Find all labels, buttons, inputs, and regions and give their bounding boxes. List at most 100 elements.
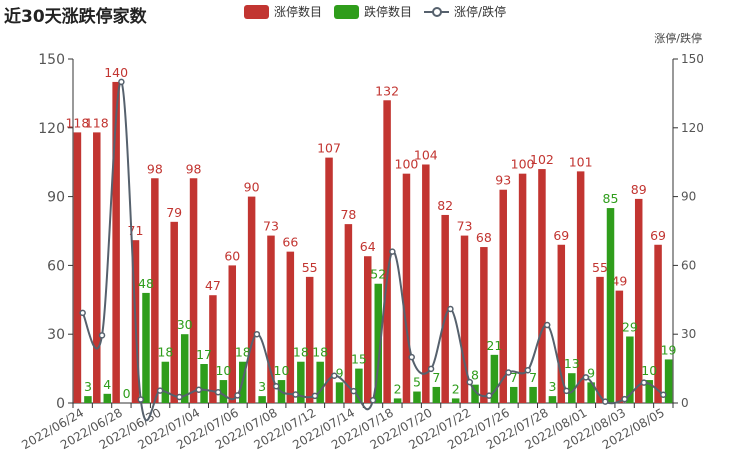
ratio-point <box>543 321 551 329</box>
ratio-point <box>98 332 106 339</box>
data-label-limit-up: 90 <box>244 180 260 195</box>
legend-item-limit-down[interactable]: 跌停数目 <box>334 3 412 20</box>
data-label-limit-up: 140 <box>104 65 128 80</box>
data-label-limit-up: 68 <box>476 230 492 245</box>
data-label-limit-down: 10 <box>274 363 290 378</box>
data-label-limit-up: 89 <box>631 182 647 197</box>
ratio-point <box>621 395 628 403</box>
bar-limit-down <box>393 398 402 403</box>
data-label-limit-down: 7 <box>510 370 518 385</box>
data-label-limit-down: 18 <box>235 345 251 360</box>
data-label-limit-down: 85 <box>603 191 619 206</box>
ratio-point <box>466 378 474 386</box>
data-label-limit-up: 55 <box>302 260 318 275</box>
ratio-point <box>582 374 590 381</box>
bar-limit-up <box>325 157 333 403</box>
data-label-limit-up: 73 <box>263 219 279 234</box>
bar-limit-up <box>151 178 159 403</box>
data-label-limit-up: 49 <box>611 274 627 289</box>
limit-down-swatch <box>334 4 360 19</box>
data-label-limit-up: 98 <box>147 161 163 176</box>
bar-limit-down <box>509 386 518 403</box>
data-label-limit-down: 9 <box>587 365 595 380</box>
data-label-limit-down: 18 <box>293 345 309 360</box>
data-label-limit-down: 3 <box>84 379 92 394</box>
data-label-limit-up: 78 <box>340 207 356 222</box>
data-label-limit-down: 9 <box>336 365 344 380</box>
data-label-limit-up: 82 <box>437 198 453 213</box>
bar-limit-down <box>451 398 460 403</box>
bar-limit-up <box>499 189 507 403</box>
bar-limit-down <box>180 334 189 403</box>
data-label-limit-down: 4 <box>103 377 111 392</box>
ratio-point <box>234 392 241 399</box>
ratio-point <box>214 388 222 396</box>
data-label-limit-up: 47 <box>205 278 221 293</box>
data-label-limit-up: 71 <box>128 223 144 238</box>
bar-limit-down <box>355 368 363 403</box>
bar-limit-down <box>335 382 344 403</box>
bar-limit-up <box>170 221 178 403</box>
data-label-limit-down: 52 <box>370 267 386 282</box>
bar-limit-down <box>664 359 673 403</box>
data-label-limit-up: 60 <box>224 248 240 263</box>
bar-limit-up <box>634 198 643 403</box>
y-right-tick-label: 30 <box>681 327 696 341</box>
legend-label-limit-up: 涨停数目 <box>274 5 323 19</box>
bar-limit-up <box>557 244 566 403</box>
bar-limit-up <box>383 100 391 403</box>
data-label-limit-down: 18 <box>312 345 328 360</box>
data-label-limit-up: 104 <box>414 147 438 162</box>
bar-limit-up <box>73 132 82 404</box>
data-label-limit-up: 118 <box>65 115 89 130</box>
legend-item-limit-up[interactable]: 涨停数目 <box>244 3 322 20</box>
bar-limit-up <box>654 244 662 403</box>
legend-label-limit-down: 跌停数目 <box>364 5 413 19</box>
ratio-point <box>602 398 609 405</box>
y-left-tick-label: 150 <box>38 52 65 68</box>
data-label-limit-down: 7 <box>529 370 537 385</box>
y-left-tick-label: 60 <box>47 258 65 274</box>
data-label-limit-down: 2 <box>394 381 402 396</box>
y-left-tick-label: 120 <box>38 121 65 137</box>
data-label-limit-down: 7 <box>432 370 440 385</box>
ratio-point <box>176 393 183 401</box>
data-label-limit-up: 55 <box>592 260 608 275</box>
bar-limit-down <box>161 361 170 403</box>
legend-label-ratio: 涨停/跌停 <box>454 5 507 19</box>
y-left-tick-label: 0 <box>56 396 65 412</box>
bar-limit-up <box>305 276 314 403</box>
bar-limit-up <box>93 132 101 404</box>
bar-limit-up <box>267 235 275 403</box>
ratio-point <box>524 366 532 374</box>
bar-limit-up <box>596 276 604 403</box>
bar-limit-up <box>344 224 353 403</box>
bar-limit-up <box>441 214 449 403</box>
ratio-point <box>389 248 396 255</box>
data-label-limit-up: 66 <box>282 235 298 250</box>
data-label-limit-up: 73 <box>457 219 473 234</box>
bar-limit-down <box>587 382 595 403</box>
bar-limit-up <box>460 235 469 403</box>
ratio-point <box>369 396 377 404</box>
data-label-limit-up: 69 <box>650 228 666 243</box>
bar-limit-down <box>471 384 479 403</box>
legend-item-ratio[interactable]: 涨停/跌停 <box>424 3 506 20</box>
data-label-limit-up: 102 <box>530 152 554 167</box>
data-label-limit-down: 13 <box>564 356 580 371</box>
data-label-limit-up: 98 <box>186 161 202 176</box>
bar-limit-down <box>374 283 382 403</box>
bar-limit-down <box>316 361 324 403</box>
ratio-point <box>447 305 454 313</box>
bar-limit-down <box>490 354 499 403</box>
bar-limit-down <box>258 396 266 403</box>
data-label-limit-up: 100 <box>511 157 535 172</box>
bar-limit-down <box>219 380 228 403</box>
bar-limit-up <box>209 295 217 403</box>
data-label-limit-up: 64 <box>360 239 376 254</box>
legend: 涨停数目 跌停数目 涨停/跌停 <box>244 3 518 20</box>
data-label-limit-down: 17 <box>196 347 212 362</box>
y-right-tick-label: 0 <box>681 396 689 410</box>
ratio-point <box>195 386 203 393</box>
